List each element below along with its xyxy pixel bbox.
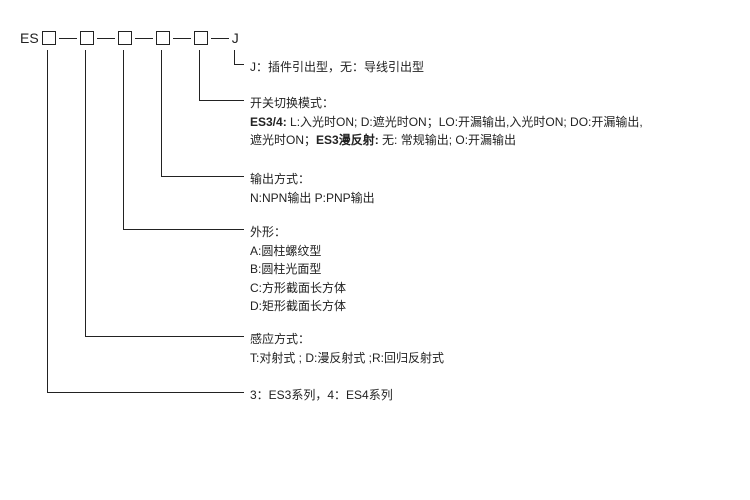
connector-vertical	[85, 50, 86, 336]
code-slot-box	[42, 31, 56, 45]
callout-text: J：插件引出型，无：导线引出型	[250, 58, 424, 77]
callout-line: ES3/4: L:入光时ON; D:遮光时ON；LO:开漏输出,入光时ON; D…	[250, 113, 643, 132]
callout-line: J：插件引出型，无：导线引出型	[250, 58, 424, 77]
callout-line: 输出方式：	[250, 170, 375, 189]
connector-vertical	[123, 50, 124, 229]
callout-text: 开关切换模式：ES3/4: L:入光时ON; D:遮光时ON；LO:开漏输出,入…	[250, 94, 643, 150]
code-strip: ES J	[20, 30, 239, 46]
code-slot-box	[194, 31, 208, 45]
connector-vertical	[199, 50, 200, 100]
connector-vertical	[234, 50, 235, 64]
code-separator	[173, 38, 191, 39]
code-separator	[59, 38, 77, 39]
code-slot-box	[80, 31, 94, 45]
callout-line: D:矩形截面长方体	[250, 297, 346, 316]
code-separator	[135, 38, 153, 39]
callout-line: A:圆柱螺纹型	[250, 242, 346, 261]
connector-horizontal	[234, 64, 244, 65]
callout-line: 遮光时ON；ES3漫反射: 无: 常规输出; O:开漏输出	[250, 131, 643, 150]
callout-line: C:方形截面长方体	[250, 279, 346, 298]
callout-text: 感应方式：T:对射式 ; D:漫反射式 ;R:回归反射式	[250, 330, 444, 367]
callout-text: 3：ES3系列，4：ES4系列	[250, 386, 393, 405]
callout-line: N:NPN输出 P:PNP输出	[250, 189, 375, 208]
code-suffix: J	[232, 30, 239, 46]
code-prefix: ES	[20, 30, 39, 46]
connector-horizontal	[161, 176, 244, 177]
callout-line: B:圆柱光面型	[250, 260, 346, 279]
callout-line: T:对射式 ; D:漫反射式 ;R:回归反射式	[250, 349, 444, 368]
code-separator	[211, 38, 229, 39]
code-slot-box	[156, 31, 170, 45]
ordering-code-diagram: ES J J：插件引出型，无：导线引出型开关切换模式：ES3/4: L:入光时O…	[0, 0, 750, 500]
callout-line: 感应方式：	[250, 330, 444, 349]
callout-text: 输出方式：N:NPN输出 P:PNP输出	[250, 170, 375, 207]
connector-horizontal	[47, 392, 244, 393]
connector-vertical	[161, 50, 162, 176]
callout-text: 外形：A:圆柱螺纹型B:圆柱光面型C:方形截面长方体D:矩形截面长方体	[250, 223, 346, 316]
callout-line: 3：ES3系列，4：ES4系列	[250, 386, 393, 405]
callout-line: 外形：	[250, 223, 346, 242]
callout-line: 开关切换模式：	[250, 94, 643, 113]
connector-horizontal	[199, 100, 244, 101]
code-separator	[97, 38, 115, 39]
connector-horizontal	[123, 229, 244, 230]
connector-horizontal	[85, 336, 244, 337]
code-slot-box	[118, 31, 132, 45]
connector-vertical	[47, 50, 48, 392]
